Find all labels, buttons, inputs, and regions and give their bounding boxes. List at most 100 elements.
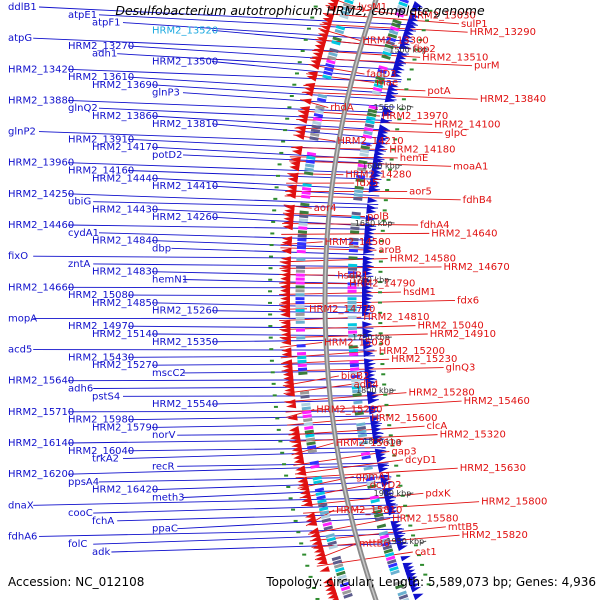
forward-gene-label[interactable]: HRM2_14160 — [68, 166, 134, 177]
forward-gene-label[interactable]: ubiG — [68, 197, 91, 208]
forward-gene-label[interactable]: HRM2_15710 — [8, 407, 74, 418]
reverse-gene-label[interactable]: HRM2_14100 — [434, 119, 500, 130]
reverse-gene-label[interactable]: dcyD1 — [405, 455, 437, 466]
reverse-gene-label[interactable]: HRM2_15630 — [460, 463, 526, 474]
reverse-gene-label[interactable]: glnQ3 — [446, 363, 476, 374]
forward-gene-label[interactable]: HRM2_15260 — [152, 306, 218, 317]
forward-gene-label[interactable]: fdhA6 — [8, 531, 37, 542]
reverse-gene-label[interactable]: HRM2_13840 — [480, 94, 546, 105]
forward-gene-label[interactable]: HRM2_13270 — [68, 41, 134, 52]
forward-gene-label[interactable]: HRM2_14170 — [92, 142, 158, 153]
reverse-gene-label[interactable]: HRM2_15200 — [379, 346, 445, 357]
reverse-gene-label[interactable]: moaA1 — [453, 161, 488, 172]
reverse-gene-label[interactable]: mttB5 — [448, 522, 479, 533]
forward-gene-label[interactable]: folC — [68, 539, 87, 550]
forward-gene-label[interactable]: adh1 — [92, 49, 117, 60]
reverse-gene-label[interactable]: hsdR1 — [337, 270, 368, 281]
reverse-gene-label[interactable]: fdx6 — [457, 295, 479, 306]
forward-gene-label[interactable]: HRM2_14830 — [92, 267, 158, 278]
reverse-gene-label[interactable]: aroB — [378, 245, 401, 256]
reverse-gene-label[interactable]: mae — [376, 77, 398, 88]
forward-gene-label[interactable]: HRM2_13500 — [152, 57, 218, 68]
forward-gene-label[interactable]: recR — [152, 461, 175, 472]
forward-gene-label[interactable]: mopA — [8, 313, 37, 324]
reverse-gene-label[interactable]: polB — [367, 212, 389, 223]
forward-gene-label[interactable]: HRM2_16040 — [68, 446, 134, 457]
reverse-gene-label[interactable]: aor4 — [314, 203, 337, 214]
forward-gene-label[interactable]: mscC2 — [152, 368, 186, 379]
forward-gene-label[interactable]: glnP2 — [8, 127, 36, 138]
forward-gene-label[interactable]: dbp — [152, 243, 171, 254]
forward-gene-label[interactable]: ppaC — [152, 524, 178, 535]
reverse-gene-label[interactable]: fdhB4 — [463, 195, 492, 206]
forward-gene-label[interactable]: HRM2_14850 — [92, 298, 158, 309]
forward-gene-label[interactable]: HRM2_13520 — [152, 25, 218, 36]
forward-gene-label[interactable]: adh6 — [68, 384, 93, 395]
forward-gene-label[interactable]: HRM2_15270 — [92, 360, 158, 371]
forward-gene-label[interactable]: HRM2_13690 — [92, 80, 158, 91]
forward-gene-label[interactable]: atpE1 — [68, 10, 97, 21]
reverse-gene-label[interactable]: HRM2_14280 — [345, 170, 411, 181]
reverse-gene-label[interactable]: HRM2_15230 — [391, 354, 457, 365]
forward-gene-label[interactable]: HRM2_15640 — [8, 376, 74, 387]
forward-gene-label[interactable]: HRM2_15350 — [152, 337, 218, 348]
forward-gene-label[interactable]: HRM2_14250 — [8, 189, 74, 200]
reverse-gene-label[interactable]: HRM2_15600 — [371, 413, 437, 424]
reverse-gene-label[interactable]: HRM2_15280 — [408, 388, 474, 399]
forward-gene-label[interactable]: meth3 — [152, 493, 185, 504]
reverse-gene-label[interactable]: HRM2_14810 — [363, 312, 429, 323]
forward-gene-label[interactable]: HRM2_15140 — [92, 329, 158, 340]
reverse-gene-label[interactable]: HRM2_15290 — [316, 404, 382, 415]
reverse-gene-label[interactable]: HRM2_13510 — [422, 52, 488, 63]
forward-gene-label[interactable]: HRM2_14430 — [92, 204, 158, 215]
forward-gene-label[interactable]: atpG — [8, 33, 32, 44]
reverse-gene-label[interactable]: HRM2_15030 — [324, 337, 390, 348]
forward-gene-label[interactable]: HRM2_14410 — [152, 181, 218, 192]
reverse-gene-label[interactable]: hsdM1 — [403, 287, 436, 298]
reverse-gene-label[interactable]: adh4 — [354, 379, 379, 390]
forward-gene-label[interactable]: HRM2_13810 — [152, 119, 218, 130]
forward-gene-label[interactable]: HRM2_13880 — [8, 95, 74, 106]
reverse-gene-label[interactable]: HRM2_13300 — [362, 36, 428, 47]
reverse-gene-label[interactable]: HRM2_14210 — [337, 136, 403, 147]
forward-gene-label[interactable]: cydA1 — [68, 228, 99, 239]
forward-gene-label[interactable]: trkA2 — [92, 454, 119, 465]
forward-gene-label[interactable]: HRM2_13420 — [8, 64, 74, 75]
forward-gene-label[interactable]: HRM2_13910 — [68, 134, 134, 145]
reverse-gene-label[interactable]: fadD3 — [366, 69, 396, 80]
reverse-gene-label[interactable]: fbp2 — [413, 44, 436, 55]
forward-gene-label[interactable]: HRM2_16200 — [8, 469, 74, 480]
forward-gene-label[interactable]: HRM2_15080 — [68, 290, 134, 301]
reverse-gene-label[interactable]: HRM2_13290 — [470, 27, 536, 38]
reverse-gene-label[interactable]: purM — [474, 61, 499, 72]
reverse-gene-label[interactable]: HRM2_13970 — [382, 111, 448, 122]
forward-gene-label[interactable]: cooC — [68, 508, 93, 519]
forward-gene-label[interactable]: fchA — [92, 516, 114, 527]
forward-gene-label[interactable]: pstS4 — [92, 391, 120, 402]
reverse-gene-label[interactable]: HRM2_15610 — [336, 438, 402, 449]
reverse-gene-label[interactable]: rhdA — [330, 103, 354, 114]
reverse-gene-label[interactable]: HRM2_14180 — [389, 145, 455, 156]
forward-gene-label[interactable]: HRM2_14440 — [92, 173, 158, 184]
forward-gene-label[interactable]: HRM2_16420 — [92, 485, 158, 496]
reverse-gene-label[interactable]: aor5 — [409, 186, 432, 197]
forward-gene-label[interactable]: dnaX — [8, 500, 34, 511]
forward-gene-label[interactable]: norV — [152, 430, 176, 441]
reverse-gene-label[interactable]: fdx5 — [356, 178, 378, 189]
reverse-gene-label[interactable]: gpmA1 — [356, 472, 392, 483]
forward-gene-label[interactable]: HRM2_16140 — [8, 438, 74, 449]
forward-gene-label[interactable]: HRM2_15540 — [152, 399, 218, 410]
reverse-gene-label[interactable]: HRM2_14580 — [390, 254, 456, 265]
forward-gene-label[interactable]: HRM2_15430 — [68, 352, 134, 363]
forward-gene-label[interactable]: potD2 — [152, 150, 182, 161]
reverse-gene-label[interactable]: hemE — [400, 153, 429, 164]
forward-gene-label[interactable]: HRM2_14460 — [8, 220, 74, 231]
forward-gene-label[interactable]: HRM2_13860 — [92, 111, 158, 122]
forward-gene-label[interactable]: zntA — [68, 259, 91, 270]
reverse-gene-label[interactable]: potA — [427, 86, 450, 97]
reverse-gene-label[interactable]: bioB2 — [341, 371, 369, 382]
forward-gene-label[interactable]: fixO — [8, 251, 28, 262]
reverse-gene-label[interactable]: HRM2_13030 — [410, 10, 476, 21]
reverse-gene-label[interactable]: HRM2_15040 — [417, 321, 483, 332]
reverse-gene-label[interactable]: HRM2_15810 — [336, 505, 402, 516]
